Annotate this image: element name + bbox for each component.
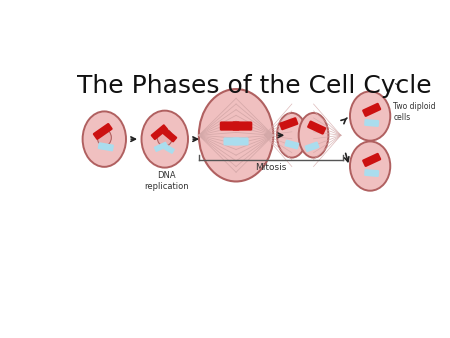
- FancyBboxPatch shape: [98, 142, 114, 151]
- Ellipse shape: [199, 89, 273, 182]
- Ellipse shape: [299, 113, 328, 158]
- FancyBboxPatch shape: [284, 140, 299, 149]
- FancyBboxPatch shape: [160, 126, 177, 142]
- FancyBboxPatch shape: [220, 121, 240, 131]
- FancyBboxPatch shape: [224, 137, 239, 145]
- Ellipse shape: [97, 129, 111, 146]
- Text: Two diploid
cells: Two diploid cells: [393, 102, 436, 122]
- Ellipse shape: [141, 111, 188, 168]
- Text: DNA
replication: DNA replication: [144, 171, 189, 191]
- Ellipse shape: [350, 91, 390, 141]
- FancyBboxPatch shape: [233, 137, 249, 145]
- FancyBboxPatch shape: [154, 142, 168, 152]
- Ellipse shape: [83, 112, 126, 167]
- FancyBboxPatch shape: [93, 123, 112, 140]
- Ellipse shape: [350, 141, 390, 191]
- FancyBboxPatch shape: [279, 117, 298, 130]
- FancyBboxPatch shape: [232, 121, 252, 131]
- FancyBboxPatch shape: [151, 124, 168, 140]
- FancyBboxPatch shape: [364, 169, 379, 177]
- FancyBboxPatch shape: [362, 103, 381, 117]
- Text: Mitosis: Mitosis: [256, 163, 287, 172]
- FancyBboxPatch shape: [307, 120, 326, 135]
- Text: The Phases of the Cell Cycle: The Phases of the Cell Cycle: [77, 74, 432, 98]
- FancyBboxPatch shape: [161, 143, 175, 154]
- FancyBboxPatch shape: [305, 142, 320, 152]
- FancyBboxPatch shape: [362, 153, 381, 167]
- FancyBboxPatch shape: [364, 119, 379, 127]
- Ellipse shape: [157, 129, 172, 146]
- Ellipse shape: [277, 113, 307, 158]
